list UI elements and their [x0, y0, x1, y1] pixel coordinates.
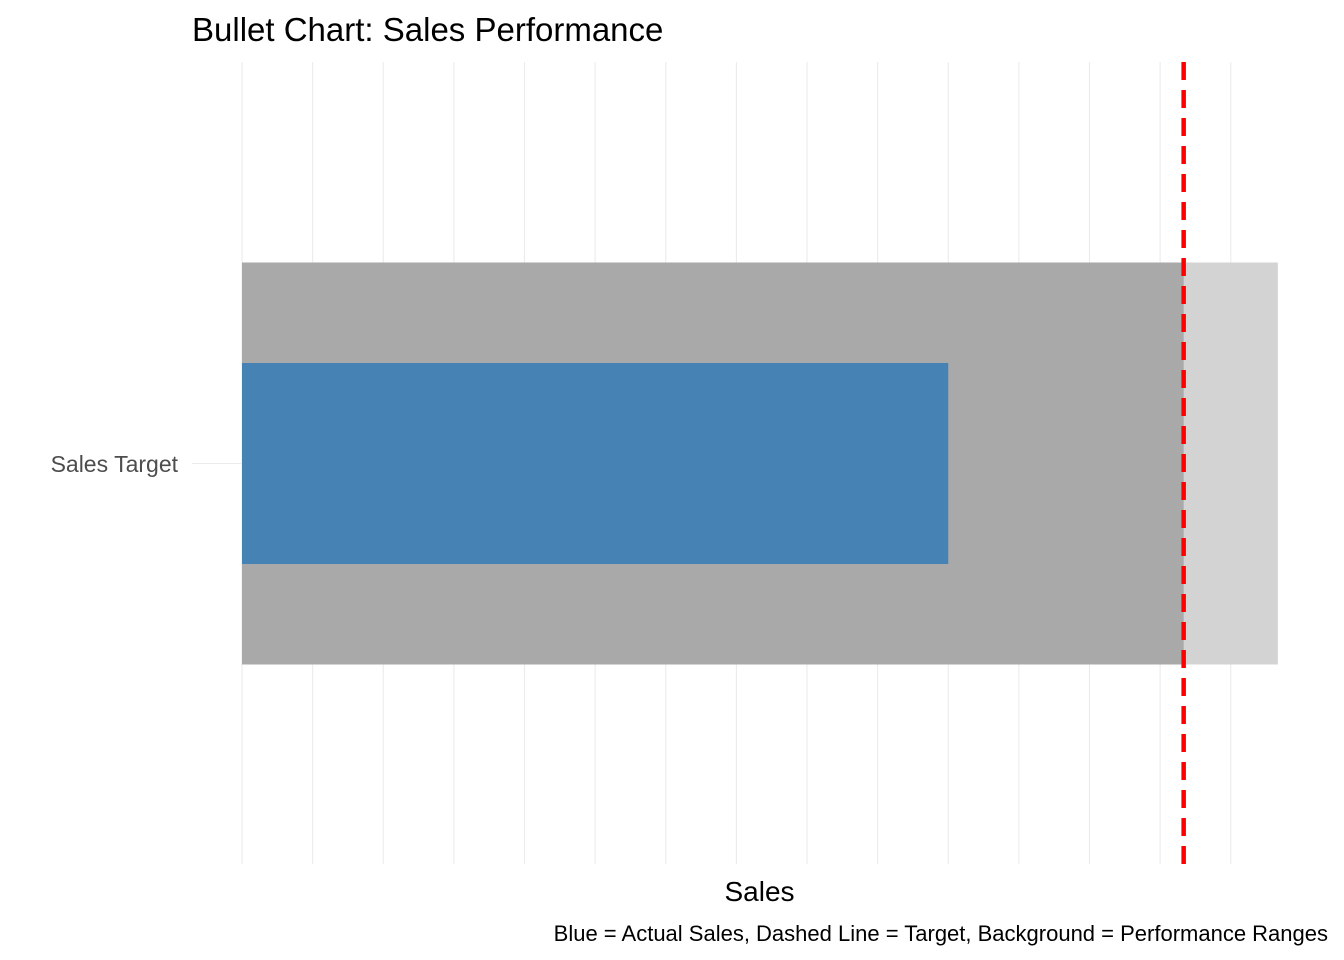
actual-sales-bar [242, 363, 949, 564]
chart-caption: Blue = Actual Sales, Dashed Line = Targe… [554, 921, 1328, 946]
chart-title: Bullet Chart: Sales Performance [192, 11, 663, 48]
bars-layer [242, 262, 1278, 665]
x-axis-label: Sales [724, 876, 794, 907]
y-tick-label: Sales Target [51, 451, 179, 477]
